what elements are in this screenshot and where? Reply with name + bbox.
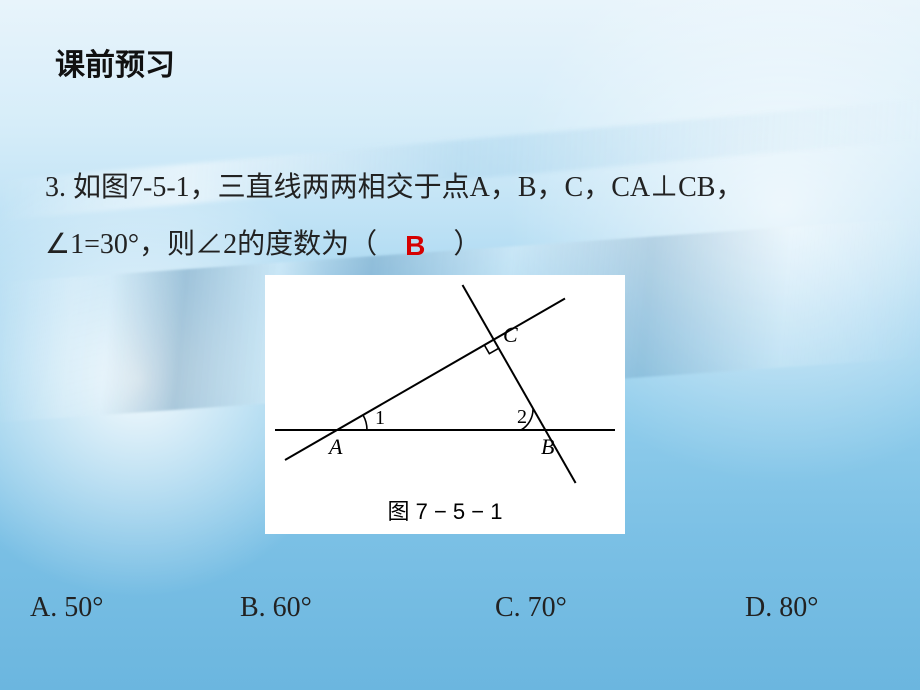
slide-content: 课前预习 3. 如图7-5-1，三直线两两相交于点A，B，C，CA⊥CB， ∠1… xyxy=(0,0,920,690)
label-b: B xyxy=(541,434,554,459)
answer-options: A. 50° B. 60° C. 70° D. 80° xyxy=(30,592,890,624)
question-line2-post: ） xyxy=(453,229,481,260)
label-a: A xyxy=(327,434,343,459)
question-line1: 3. 如图7-5-1，三直线两两相交于点A，B，C，CA⊥CB， xyxy=(45,172,743,203)
figure-svg: C A B 1 2 xyxy=(265,275,625,490)
option-a: A. 50° xyxy=(30,592,240,624)
label-angle-1: 1 xyxy=(375,407,385,429)
question-text: 3. 如图7-5-1，三直线两两相交于点A，B，C，CA⊥CB， ∠1=30°，… xyxy=(45,160,890,273)
right-angle-marker xyxy=(484,345,498,354)
figure-container: C A B 1 2 图 7 − 5 − 1 xyxy=(265,275,625,534)
question-answer-letter: B xyxy=(405,218,425,274)
angle-1-arc xyxy=(363,415,367,430)
figure-caption: 图 7 − 5 − 1 xyxy=(265,490,625,534)
line-ac xyxy=(285,299,565,461)
label-c: C xyxy=(503,322,518,347)
option-d: D. 80° xyxy=(745,592,818,624)
label-angle-2: 2 xyxy=(517,406,527,428)
option-b: B. 60° xyxy=(240,592,495,624)
option-c: C. 70° xyxy=(495,592,745,624)
line-bc xyxy=(463,285,576,483)
section-heading: 课前预习 xyxy=(55,40,175,84)
question-line2-pre: ∠1=30°，则∠2的度数为（ xyxy=(45,229,377,260)
